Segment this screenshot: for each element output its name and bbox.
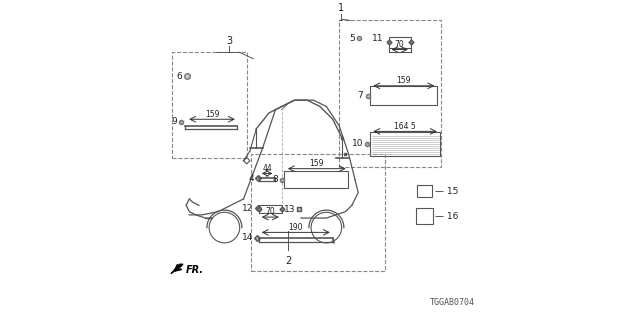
Text: 190: 190 [289,223,303,232]
Text: 14: 14 [242,233,253,242]
Text: 2: 2 [285,256,291,266]
Text: — 15: — 15 [435,187,459,196]
Text: 164 5: 164 5 [394,122,416,131]
Text: 70: 70 [266,207,275,216]
Text: 8: 8 [272,175,278,184]
Bar [371,86,437,105]
Bar [284,171,348,188]
Text: 13: 13 [284,204,295,214]
Bar [339,20,441,167]
Text: 4: 4 [249,174,254,183]
Text: 9: 9 [172,117,177,126]
Text: 10: 10 [351,139,363,148]
Bar [388,37,411,48]
Bar [252,154,385,271]
Text: 159: 159 [205,110,220,119]
Text: 1: 1 [339,3,344,12]
Text: 159: 159 [397,76,411,85]
Text: 159: 159 [310,159,324,168]
Text: 3: 3 [226,36,232,46]
Text: — 16: — 16 [435,212,459,221]
Text: 5: 5 [349,34,355,43]
Text: 44: 44 [262,164,272,173]
Text: 11: 11 [372,34,384,43]
Text: TGGAB0704: TGGAB0704 [429,298,474,307]
Text: FR.: FR. [186,265,204,275]
Polygon shape [171,264,183,274]
Bar [417,185,431,197]
Text: 7: 7 [358,91,364,100]
Bar [259,205,282,212]
Text: 6: 6 [177,72,182,81]
Text: 12: 12 [243,204,253,213]
Bar [172,52,246,157]
Text: 70: 70 [395,40,404,49]
Bar [371,132,440,156]
Bar [415,209,433,224]
